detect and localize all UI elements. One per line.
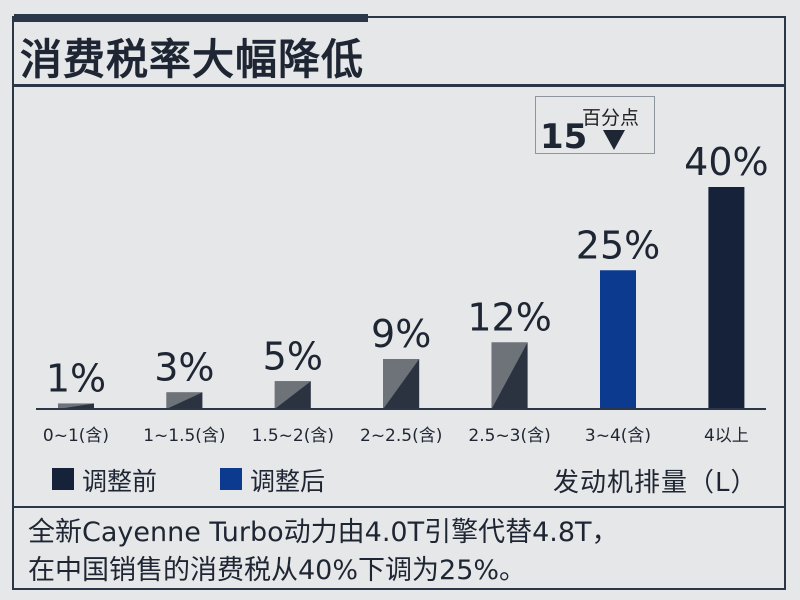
change-note-unit: 百分点 [582, 107, 640, 129]
bar-highlight-4 [491, 342, 528, 409]
legend-swatch-before [52, 468, 74, 490]
bar-5 [600, 270, 636, 409]
title-rule [14, 84, 784, 87]
down-arrow-icon [603, 130, 625, 150]
tick-label-5: 3~4(含) [585, 426, 651, 446]
legend-label-before: 调整前 [82, 467, 158, 496]
bar-highlight-0 [58, 403, 94, 409]
data-label-0: 1% [46, 356, 106, 400]
tick-label-2: 1.5~2(含) [252, 426, 334, 446]
tick-label-1: 1~1.5(含) [143, 426, 225, 446]
chart-title: 消费税率大幅降低 [20, 35, 365, 84]
data-label-5: 25% [576, 223, 660, 267]
bar-highlight-3 [383, 359, 420, 409]
bar-highlight-1 [166, 392, 203, 409]
tick-label-3: 2~2.5(含) [360, 426, 442, 446]
bar-6 [708, 187, 745, 409]
data-label-6: 40% [684, 140, 768, 184]
tick-label-0: 0~1(含) [43, 426, 109, 446]
bar-highlight-2 [274, 381, 311, 409]
legend-label-after: 调整后 [250, 467, 326, 496]
caption-box [12, 506, 786, 590]
title-band [14, 14, 368, 22]
change-note-box [535, 96, 655, 154]
data-label-4: 12% [467, 295, 551, 339]
x-axis-unit: 发动机排量（L） [553, 468, 758, 498]
data-label-3: 9% [371, 312, 431, 356]
data-label-2: 5% [263, 334, 323, 378]
tick-label-6: 4以上 [704, 426, 749, 446]
caption-line-1: 全新Cayenne Turbo动力由4.0T引擎代替4.8T， [28, 517, 619, 548]
caption-line-2: 在中国销售的消费税从40%下调为25%。 [28, 555, 527, 586]
data-label-1: 3% [154, 345, 214, 389]
legend-swatch-after [220, 468, 242, 490]
change-note-value: 15 [540, 117, 588, 157]
tick-label-4: 2.5~3(含) [468, 426, 550, 446]
